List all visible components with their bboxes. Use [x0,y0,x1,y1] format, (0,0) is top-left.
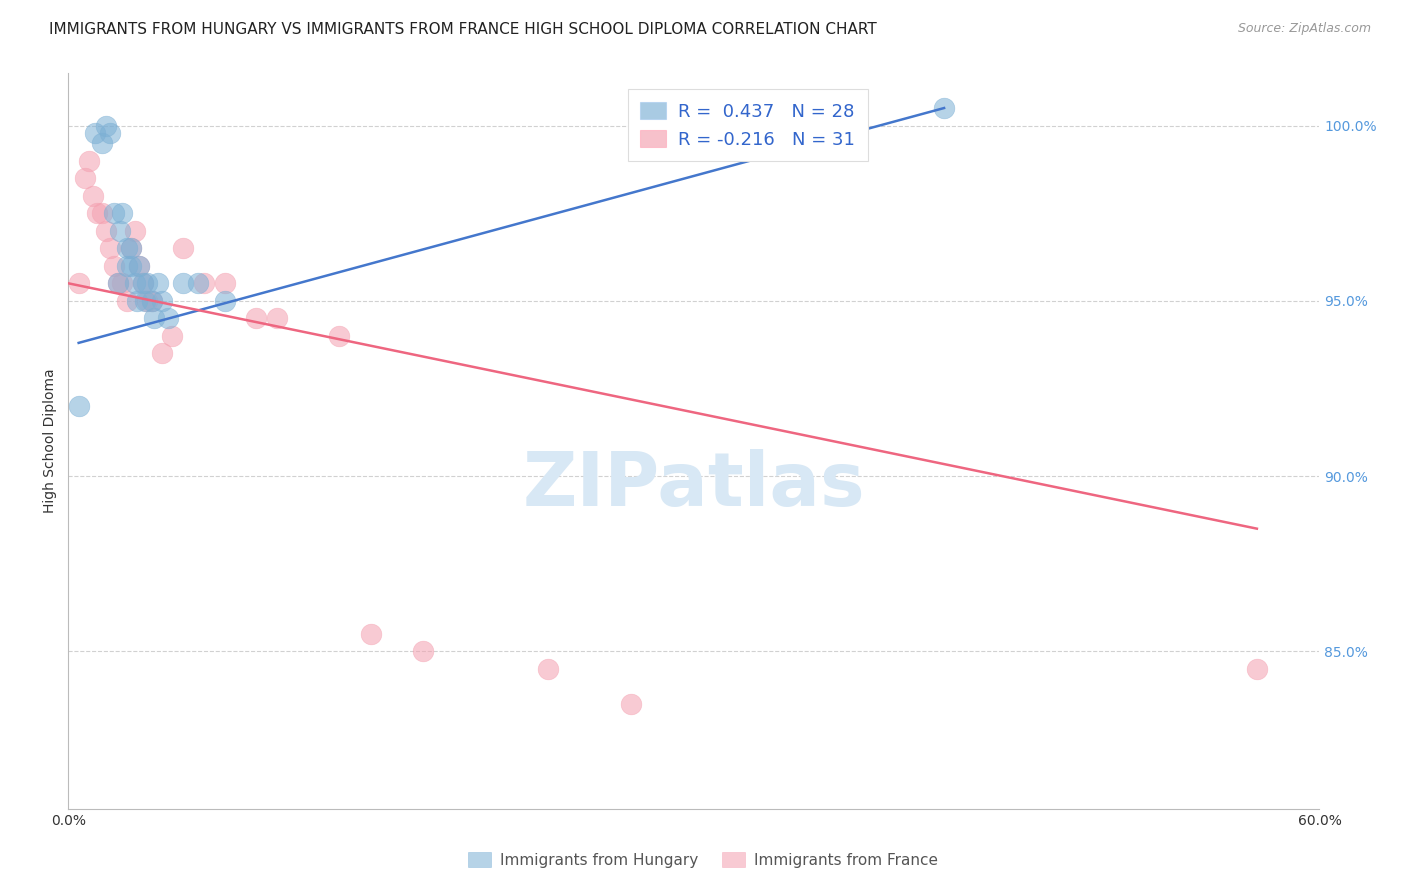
Point [141,293,163,308]
Point [172,277,194,291]
Point [128,259,150,273]
Point [94,119,117,133]
Point [124,224,146,238]
Point [128,259,150,273]
Point [360,627,382,641]
Point [110,224,132,238]
Point [111,277,134,291]
Point [134,293,156,308]
Point [136,277,159,291]
Point [1246,662,1268,676]
Point [136,293,159,308]
Point [172,241,194,255]
Point [328,329,350,343]
Point [157,311,180,326]
Text: Source: ZipAtlas.com: Source: ZipAtlas.com [1237,22,1371,36]
Point [146,277,169,291]
Point [115,241,138,255]
Point [132,277,155,291]
Legend: R =  0.437   N = 28, R = -0.216   N = 31: R = 0.437 N = 28, R = -0.216 N = 31 [628,89,868,161]
Point [67,277,90,291]
Point [115,259,138,273]
Point [77,153,100,168]
Y-axis label: High School Diploma: High School Diploma [44,368,58,513]
Point [412,644,434,658]
Point [120,241,142,255]
Point [193,277,215,291]
Point [98,126,121,140]
Point [150,293,173,308]
Point [120,259,142,273]
Text: ZIPatlas: ZIPatlas [523,449,865,522]
Point [94,224,117,238]
Point [111,206,134,220]
Point [142,311,165,326]
Point [84,126,107,140]
Point [214,277,236,291]
Point [162,329,184,343]
Point [98,241,121,255]
Point [132,277,155,291]
Point [103,259,125,273]
Point [125,293,148,308]
Point [932,101,955,115]
Text: IMMIGRANTS FROM HUNGARY VS IMMIGRANTS FROM FRANCE HIGH SCHOOL DIPLOMA CORRELATIO: IMMIGRANTS FROM HUNGARY VS IMMIGRANTS FR… [49,22,877,37]
Point [266,311,288,326]
Point [150,346,173,360]
Point [537,662,560,676]
Point [67,399,90,413]
Point [103,206,125,220]
Point [90,206,112,220]
Point [124,277,146,291]
Point [107,277,129,291]
Legend: Immigrants from Hungary, Immigrants from France: Immigrants from Hungary, Immigrants from… [463,846,943,873]
Point [620,697,643,711]
Point [186,277,208,291]
Point [82,188,104,202]
Point [214,293,236,308]
Point [86,206,108,220]
Point [245,311,267,326]
Point [107,277,129,291]
Point [73,171,96,186]
Point [141,293,163,308]
Point [90,136,112,150]
Point [120,241,142,255]
Point [115,293,138,308]
